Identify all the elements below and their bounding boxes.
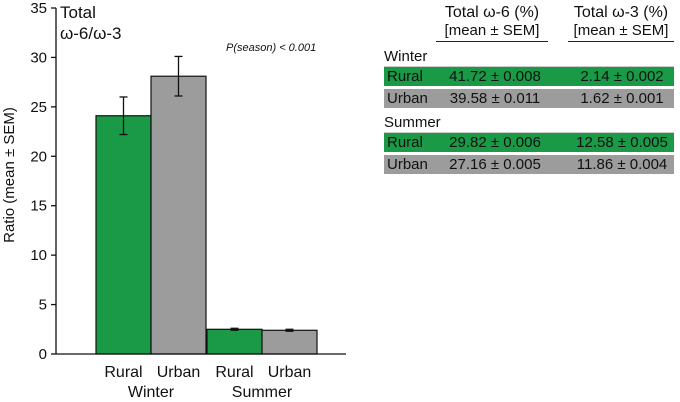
y-tick-label: 25	[30, 99, 47, 116]
y-tick-label: 0	[39, 346, 47, 363]
x-category-label: Rural	[104, 364, 142, 381]
row-label: Rural	[387, 68, 423, 85]
section-divider	[384, 66, 674, 67]
row-label: Urban	[387, 90, 428, 107]
y-axis-label: Ratio (mean ± SEM)	[1, 107, 18, 243]
bar	[261, 329, 318, 355]
y-tick-label: 30	[30, 49, 47, 66]
x-category-label: Urban	[268, 364, 312, 381]
x-category-label: Rural	[215, 364, 253, 381]
p-value-annotation: P(season) < 0.001	[226, 42, 316, 54]
omega6-value: 41.72 ± 0.008	[449, 68, 541, 85]
column-header-omega3: Total ω-3 (%) [mean ± SEM]	[568, 4, 674, 42]
omega6-value: 29.82 ± 0.006	[449, 134, 541, 151]
column-title: Total ω-6 (%)	[444, 4, 540, 21]
omega3-value: 1.62 ± 0.001	[580, 90, 664, 107]
omega6-value: 27.16 ± 0.005	[449, 156, 541, 173]
chart-title-line-1: Total	[60, 3, 96, 22]
section-label-summer: Summer	[384, 114, 441, 131]
column-header-omega6: Total ω-6 (%) [mean ± SEM]	[436, 4, 548, 42]
column-title: Total ω-3 (%)	[573, 4, 669, 21]
omega3-value: 2.14 ± 0.002	[580, 68, 664, 85]
table-row: Rural 41.72 ± 0.008 2.14 ± 0.002	[384, 67, 674, 86]
table-header: Total ω-6 (%) [mean ± SEM] Total ω-3 (%)…	[384, 4, 674, 48]
section-label-winter: Winter	[384, 48, 428, 65]
omega6-value: 39.58 ± 0.011	[449, 90, 541, 107]
bars	[95, 55, 318, 355]
omega3-value: 11.86 ± 0.004	[576, 156, 668, 173]
bar-chart: 0 5 10 15 20 25 30 35 Rural Urban Winter Rural Urba…	[1, 0, 346, 401]
y-tick-label: 15	[30, 198, 47, 215]
y-tick-label: 35	[30, 0, 47, 17]
row-label: Rural	[387, 134, 423, 151]
y-tick-label: 10	[30, 247, 47, 264]
bar	[95, 115, 152, 355]
omega3-value: 12.58 ± 0.005	[576, 134, 668, 151]
bar	[150, 75, 207, 355]
x-axis: Rural Urban Winter Rural Urban Summer	[56, 353, 346, 401]
bar	[206, 328, 263, 355]
y-tick-label: 5	[39, 297, 47, 314]
y-tick-label: 20	[30, 148, 47, 165]
x-group-label: Winter	[128, 384, 175, 401]
chart-title-line-2: ω-6/ω-3	[60, 24, 122, 43]
y-axis: 0 5 10 15 20 25 30 35	[30, 0, 57, 363]
x-category-label: Urban	[157, 364, 201, 381]
table-row: Rural 29.82 ± 0.006 12.58 ± 0.005	[384, 133, 674, 152]
column-subtitle: [mean ± SEM]	[436, 22, 548, 42]
section-divider	[384, 132, 674, 133]
column-subtitle: [mean ± SEM]	[568, 22, 674, 42]
table-row: Urban 27.16 ± 0.005 11.86 ± 0.004	[384, 155, 674, 174]
table-row: Urban 39.58 ± 0.011 1.62 ± 0.001	[384, 89, 674, 108]
row-label: Urban	[387, 156, 428, 173]
x-group-label: Summer	[232, 384, 293, 401]
